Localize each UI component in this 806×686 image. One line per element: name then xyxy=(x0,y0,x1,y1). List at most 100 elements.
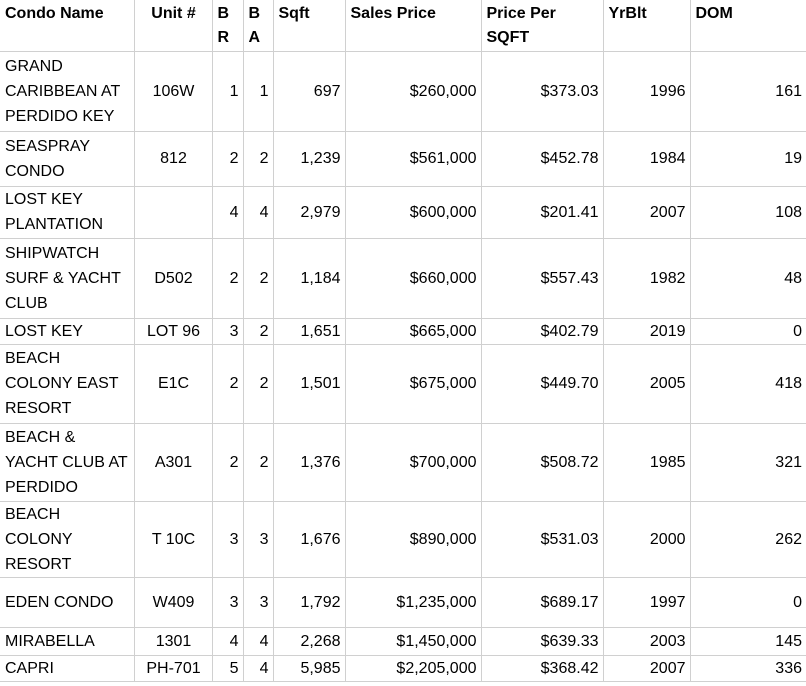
cell-sales-price[interactable]: $1,235,000 xyxy=(344,576,482,628)
cell-ba[interactable]: 4 xyxy=(242,185,274,239)
cell-dom[interactable]: 0 xyxy=(689,317,806,345)
header-br[interactable]: BR xyxy=(211,0,244,52)
cell-sqft[interactable]: 5,985 xyxy=(272,654,346,682)
cell-dom[interactable]: 108 xyxy=(689,185,806,239)
cell-unit[interactable]: LOT 96 xyxy=(133,317,213,345)
cell-price-per-sqft[interactable]: $689.17 xyxy=(480,576,604,628)
cell-unit[interactable]: 1301 xyxy=(133,626,213,656)
cell-condo-name[interactable]: BEACH COLONY EAST RESORT xyxy=(0,343,135,424)
cell-yrblt[interactable]: 2007 xyxy=(602,185,691,239)
header-ba[interactable]: BA xyxy=(242,0,274,52)
cell-sqft[interactable]: 2,979 xyxy=(272,185,346,239)
cell-unit[interactable]: A301 xyxy=(133,422,213,502)
cell-dom[interactable]: 48 xyxy=(689,237,806,319)
cell-sales-price[interactable]: $700,000 xyxy=(344,422,482,502)
cell-ba[interactable]: 4 xyxy=(242,626,274,656)
cell-sqft[interactable]: 1,792 xyxy=(272,576,346,628)
cell-unit[interactable]: D502 xyxy=(133,237,213,319)
cell-dom[interactable]: 418 xyxy=(689,343,806,424)
cell-br[interactable]: 2 xyxy=(211,237,244,319)
cell-yrblt[interactable]: 1982 xyxy=(602,237,691,319)
cell-yrblt[interactable]: 2003 xyxy=(602,626,691,656)
cell-br[interactable]: 2 xyxy=(211,422,244,502)
header-price-per-sqft[interactable]: Price Per SQFT xyxy=(480,0,604,52)
cell-br[interactable]: 1 xyxy=(211,50,244,132)
cell-sqft[interactable]: 1,239 xyxy=(272,130,346,187)
cell-yrblt[interactable]: 2007 xyxy=(602,654,691,682)
cell-sales-price[interactable]: $890,000 xyxy=(344,500,482,578)
cell-dom[interactable]: 0 xyxy=(689,576,806,628)
header-yrblt[interactable]: YrBlt xyxy=(602,0,691,52)
header-sqft[interactable]: Sqft xyxy=(272,0,346,52)
cell-condo-name[interactable]: CAPRI xyxy=(0,654,135,682)
cell-sqft[interactable]: 1,376 xyxy=(272,422,346,502)
cell-yrblt[interactable]: 2000 xyxy=(602,500,691,578)
cell-dom[interactable]: 145 xyxy=(689,626,806,656)
cell-br[interactable]: 2 xyxy=(211,130,244,187)
header-sales-price[interactable]: Sales Price xyxy=(344,0,482,52)
cell-br[interactable]: 2 xyxy=(211,343,244,424)
cell-br[interactable]: 5 xyxy=(211,654,244,682)
cell-condo-name[interactable]: GRAND CARIBBEAN AT PERDIDO KEY xyxy=(0,50,135,132)
cell-unit[interactable]: 812 xyxy=(133,130,213,187)
cell-unit[interactable]: PH-701 xyxy=(133,654,213,682)
cell-price-per-sqft[interactable]: $402.79 xyxy=(480,317,604,345)
cell-br[interactable]: 3 xyxy=(211,576,244,628)
cell-sales-price[interactable]: $260,000 xyxy=(344,50,482,132)
cell-price-per-sqft[interactable]: $449.70 xyxy=(480,343,604,424)
cell-sales-price[interactable]: $665,000 xyxy=(344,317,482,345)
cell-ba[interactable]: 2 xyxy=(242,130,274,187)
cell-ba[interactable]: 2 xyxy=(242,237,274,319)
cell-unit[interactable]: E1C xyxy=(133,343,213,424)
cell-condo-name[interactable]: LOST KEY PLANTATION xyxy=(0,185,135,239)
cell-condo-name[interactable]: BEACH & YACHT CLUB AT PERDIDO xyxy=(0,422,135,502)
header-dom[interactable]: DOM xyxy=(689,0,806,52)
cell-sales-price[interactable]: $1,450,000 xyxy=(344,626,482,656)
cell-price-per-sqft[interactable]: $452.78 xyxy=(480,130,604,187)
cell-condo-name[interactable]: SEASPRAY CONDO xyxy=(0,130,135,187)
cell-dom[interactable]: 336 xyxy=(689,654,806,682)
cell-br[interactable]: 3 xyxy=(211,317,244,345)
cell-dom[interactable]: 161 xyxy=(689,50,806,132)
cell-unit[interactable] xyxy=(133,185,213,239)
cell-condo-name[interactable]: BEACH COLONY RESORT xyxy=(0,500,135,578)
cell-condo-name[interactable]: SHIPWATCH SURF & YACHT CLUB xyxy=(0,237,135,319)
cell-ba[interactable]: 1 xyxy=(242,50,274,132)
cell-condo-name[interactable]: LOST KEY xyxy=(0,317,135,345)
cell-yrblt[interactable]: 1996 xyxy=(602,50,691,132)
cell-ba[interactable]: 4 xyxy=(242,654,274,682)
cell-sqft[interactable]: 1,676 xyxy=(272,500,346,578)
cell-price-per-sqft[interactable]: $368.42 xyxy=(480,654,604,682)
cell-sales-price[interactable]: $600,000 xyxy=(344,185,482,239)
cell-price-per-sqft[interactable]: $373.03 xyxy=(480,50,604,132)
cell-sales-price[interactable]: $660,000 xyxy=(344,237,482,319)
header-unit[interactable]: Unit # xyxy=(133,0,213,52)
cell-condo-name[interactable]: MIRABELLA xyxy=(0,626,135,656)
cell-sales-price[interactable]: $561,000 xyxy=(344,130,482,187)
cell-ba[interactable]: 3 xyxy=(242,500,274,578)
cell-yrblt[interactable]: 1985 xyxy=(602,422,691,502)
cell-sales-price[interactable]: $2,205,000 xyxy=(344,654,482,682)
header-condo-name[interactable]: Condo Name xyxy=(0,0,135,52)
cell-price-per-sqft[interactable]: $201.41 xyxy=(480,185,604,239)
cell-price-per-sqft[interactable]: $531.03 xyxy=(480,500,604,578)
cell-br[interactable]: 4 xyxy=(211,185,244,239)
cell-sqft[interactable]: 1,501 xyxy=(272,343,346,424)
cell-sqft[interactable]: 697 xyxy=(272,50,346,132)
cell-price-per-sqft[interactable]: $639.33 xyxy=(480,626,604,656)
cell-yrblt[interactable]: 1997 xyxy=(602,576,691,628)
cell-dom[interactable]: 321 xyxy=(689,422,806,502)
cell-yrblt[interactable]: 1984 xyxy=(602,130,691,187)
cell-ba[interactable]: 2 xyxy=(242,317,274,345)
cell-ba[interactable]: 3 xyxy=(242,576,274,628)
cell-unit[interactable]: T 10C xyxy=(133,500,213,578)
cell-sqft[interactable]: 1,651 xyxy=(272,317,346,345)
cell-sales-price[interactable]: $675,000 xyxy=(344,343,482,424)
cell-ba[interactable]: 2 xyxy=(242,343,274,424)
cell-price-per-sqft[interactable]: $557.43 xyxy=(480,237,604,319)
cell-ba[interactable]: 2 xyxy=(242,422,274,502)
cell-yrblt[interactable]: 2019 xyxy=(602,317,691,345)
cell-price-per-sqft[interactable]: $508.72 xyxy=(480,422,604,502)
cell-unit[interactable]: 106W xyxy=(133,50,213,132)
cell-br[interactable]: 3 xyxy=(211,500,244,578)
